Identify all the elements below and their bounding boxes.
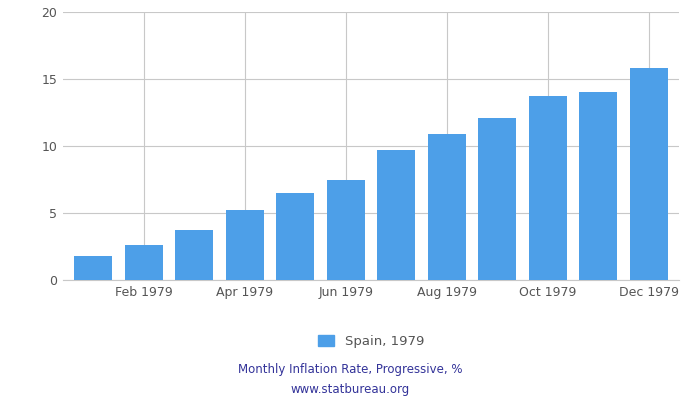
Bar xyxy=(630,68,668,280)
Bar xyxy=(226,210,264,280)
Text: Monthly Inflation Rate, Progressive, %: Monthly Inflation Rate, Progressive, % xyxy=(238,364,462,376)
Bar xyxy=(428,134,466,280)
Bar xyxy=(478,118,516,280)
Bar xyxy=(276,193,314,280)
Bar xyxy=(327,180,365,280)
Bar xyxy=(175,230,214,280)
Bar xyxy=(74,256,112,280)
Text: www.statbureau.org: www.statbureau.org xyxy=(290,384,410,396)
Bar xyxy=(377,150,415,280)
Bar xyxy=(580,92,617,280)
Legend: Spain, 1979: Spain, 1979 xyxy=(318,335,424,348)
Bar xyxy=(528,96,567,280)
Bar xyxy=(125,245,162,280)
